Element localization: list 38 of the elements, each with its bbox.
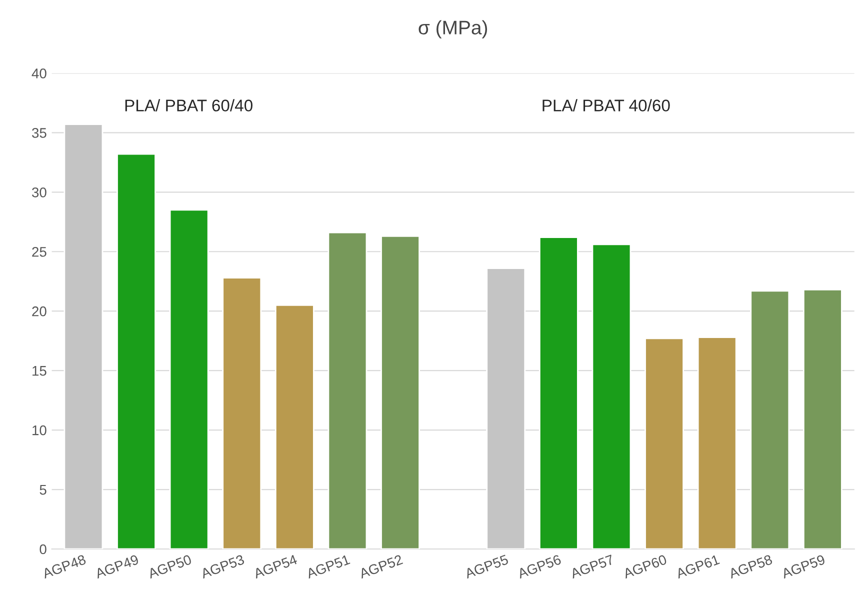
bar [538, 236, 578, 549]
bar [328, 232, 368, 549]
x-tick-label: AGP53 [200, 554, 245, 579]
y-tick-label: 10 [32, 425, 46, 436]
bar [486, 268, 526, 549]
chart-title: σ (MPa) [418, 20, 488, 38]
y-tick-label: 15 [32, 366, 46, 376]
x-tick-label: AGP49 [94, 554, 140, 579]
bar [592, 244, 632, 549]
y-tick-label: 35 [32, 128, 46, 138]
bar [802, 288, 842, 549]
x-tick-label: AGP59 [780, 554, 826, 579]
annotation: PLA/ PBAT 60/40 [125, 99, 252, 112]
annotation: PLA/ PBAT 40/60 [542, 99, 670, 112]
x-tick-label: AGP54 [252, 554, 298, 579]
bar [169, 209, 209, 549]
bar [274, 304, 314, 549]
x-tick-label: AGP48 [42, 554, 86, 579]
bar [644, 338, 684, 549]
x-tick-label: AGP50 [147, 554, 192, 579]
bar [222, 277, 262, 549]
x-tick-label: AGP61 [675, 554, 720, 579]
bar [116, 153, 156, 549]
bar [64, 124, 104, 549]
y-tick-label: 30 [32, 187, 46, 198]
y-tick-label: 5 [40, 485, 46, 495]
x-tick-label: AGP51 [306, 554, 350, 579]
bar [380, 235, 420, 549]
y-tick-label: 25 [32, 246, 46, 257]
x-tick-label: AGP56 [516, 554, 562, 579]
y-tick-label: 20 [32, 306, 46, 316]
bar [697, 336, 737, 549]
x-tick-label: AGP52 [358, 554, 404, 579]
y-tick-label: 0 [40, 544, 46, 554]
x-tick-label: AGP60 [622, 554, 668, 579]
x-tick-label: AGP58 [728, 554, 773, 579]
y-tick-label: 40 [32, 68, 46, 78]
bar [750, 290, 790, 549]
